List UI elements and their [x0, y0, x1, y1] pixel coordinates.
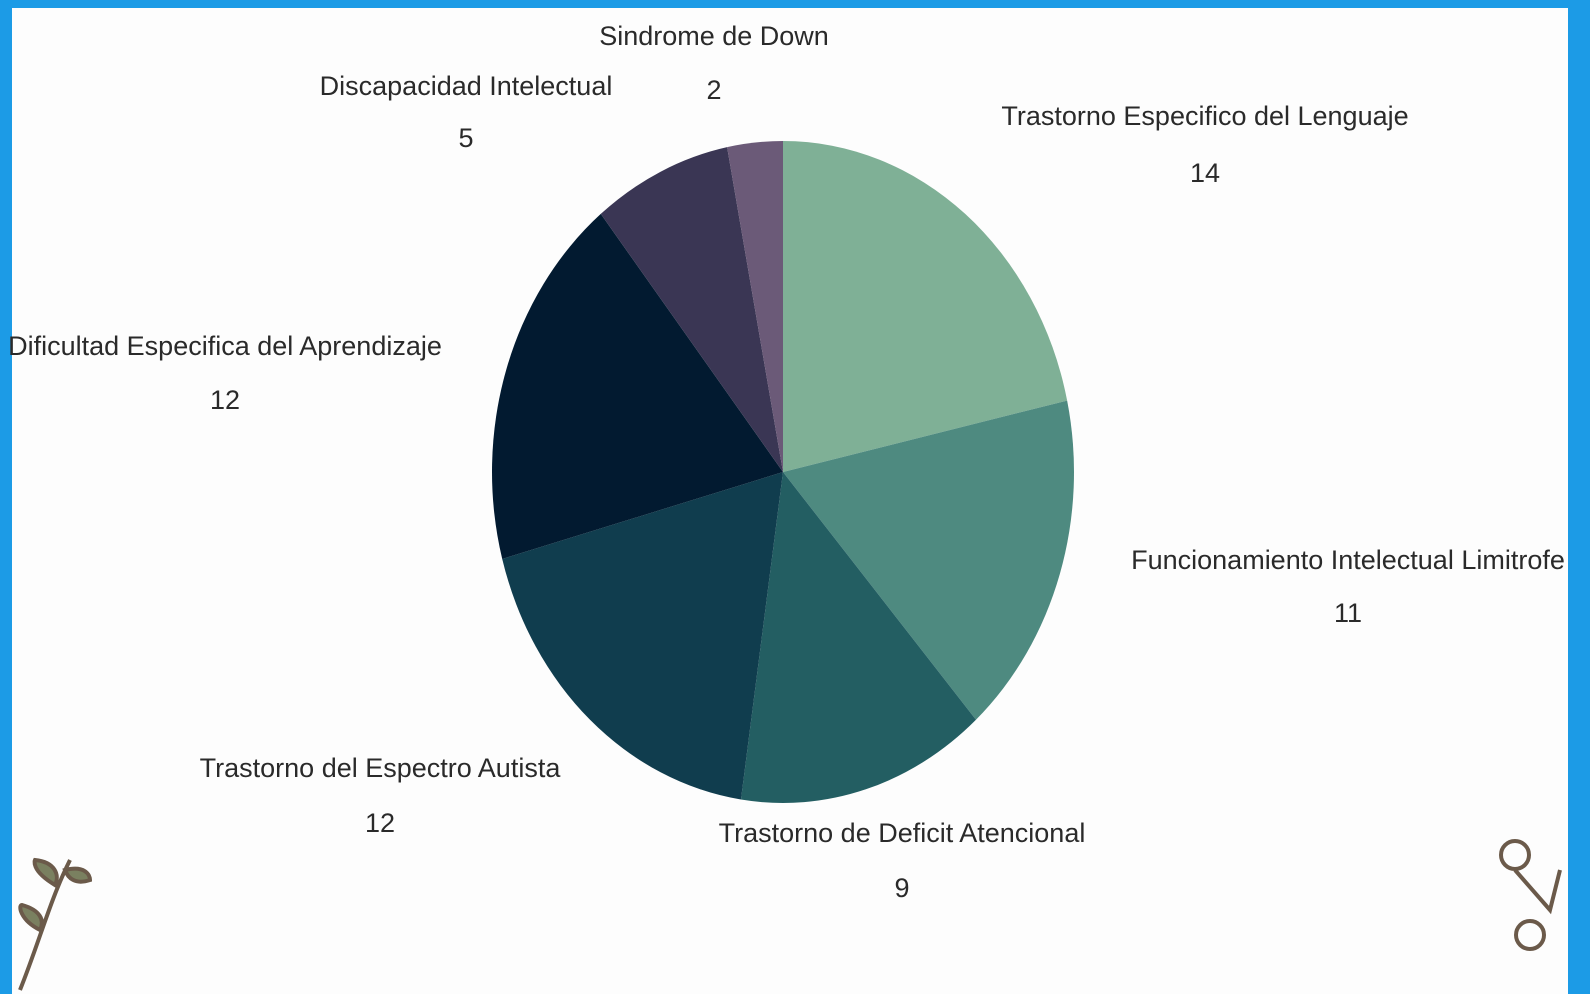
slice-value: 5 [458, 123, 473, 153]
slice-label: Trastorno de Deficit Atencional [719, 818, 1086, 848]
slice-value: 9 [894, 873, 909, 903]
slice-label: Sindrome de Down [599, 21, 829, 51]
slice-value: 12 [365, 808, 395, 838]
slice-value: 2 [706, 75, 721, 105]
chart: Trastorno Especifico del Lenguaje 14 Funci… [0, 0, 1590, 994]
slice-value: 11 [1334, 598, 1362, 628]
slice-value: 14 [1190, 158, 1220, 188]
slice-label: Dificultad Especifica del Aprendizaje [8, 331, 442, 361]
slice-label: Trastorno Especifico del Lenguaje [1001, 101, 1408, 131]
slice-label: Funcionamiento Intelectual Limitrofe [1131, 545, 1565, 575]
slice-label: Discapacidad Intelectual [320, 71, 613, 101]
slice-value: 12 [210, 385, 240, 415]
page: Trastorno Especifico del Lenguaje 14 Funci… [0, 0, 1590, 994]
slice-label: Trastorno del Espectro Autista [200, 753, 562, 783]
